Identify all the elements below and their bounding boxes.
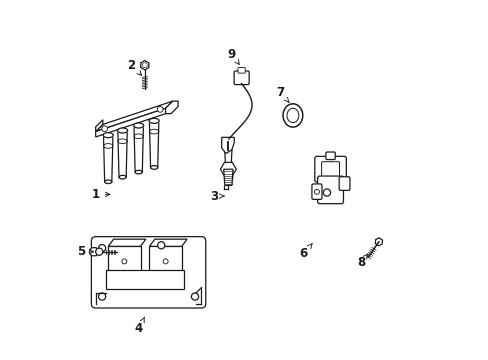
Ellipse shape bbox=[119, 175, 126, 179]
Ellipse shape bbox=[150, 166, 158, 169]
Bar bbox=[106, 270, 183, 289]
Polygon shape bbox=[108, 239, 145, 246]
Text: 8: 8 bbox=[356, 254, 367, 269]
FancyBboxPatch shape bbox=[238, 67, 244, 73]
Text: 2: 2 bbox=[127, 59, 142, 75]
Circle shape bbox=[102, 126, 107, 132]
Text: 5: 5 bbox=[77, 245, 94, 258]
Text: 7: 7 bbox=[276, 86, 288, 103]
FancyBboxPatch shape bbox=[317, 176, 343, 204]
Text: 9: 9 bbox=[227, 48, 239, 64]
Ellipse shape bbox=[286, 108, 298, 123]
Polygon shape bbox=[223, 169, 233, 185]
FancyBboxPatch shape bbox=[321, 162, 339, 177]
Circle shape bbox=[157, 107, 163, 112]
Polygon shape bbox=[96, 108, 165, 137]
Ellipse shape bbox=[135, 170, 142, 174]
Polygon shape bbox=[165, 101, 178, 114]
Circle shape bbox=[122, 259, 126, 264]
Ellipse shape bbox=[103, 133, 113, 138]
Circle shape bbox=[96, 248, 102, 255]
Circle shape bbox=[163, 259, 168, 264]
Text: 6: 6 bbox=[299, 243, 312, 260]
Polygon shape bbox=[96, 120, 102, 132]
FancyBboxPatch shape bbox=[325, 152, 335, 159]
Text: 1: 1 bbox=[91, 188, 110, 201]
Circle shape bbox=[158, 242, 164, 249]
Bar bbox=[108, 246, 140, 271]
FancyBboxPatch shape bbox=[339, 177, 349, 190]
Ellipse shape bbox=[283, 104, 302, 127]
Ellipse shape bbox=[104, 180, 112, 184]
Text: 4: 4 bbox=[134, 317, 144, 335]
Circle shape bbox=[99, 293, 105, 300]
Circle shape bbox=[142, 63, 147, 68]
Polygon shape bbox=[149, 239, 187, 246]
Circle shape bbox=[323, 189, 330, 196]
Circle shape bbox=[99, 244, 105, 252]
FancyBboxPatch shape bbox=[314, 156, 346, 182]
Polygon shape bbox=[96, 101, 172, 132]
FancyBboxPatch shape bbox=[311, 184, 321, 199]
Ellipse shape bbox=[117, 128, 127, 133]
Text: 3: 3 bbox=[209, 190, 224, 203]
FancyBboxPatch shape bbox=[234, 71, 249, 85]
Circle shape bbox=[314, 189, 319, 194]
Ellipse shape bbox=[133, 123, 143, 128]
FancyBboxPatch shape bbox=[91, 237, 205, 308]
Circle shape bbox=[191, 293, 198, 300]
Polygon shape bbox=[221, 137, 234, 153]
Bar bbox=[149, 246, 182, 271]
Ellipse shape bbox=[149, 118, 159, 123]
Polygon shape bbox=[224, 149, 231, 166]
Ellipse shape bbox=[226, 141, 230, 144]
